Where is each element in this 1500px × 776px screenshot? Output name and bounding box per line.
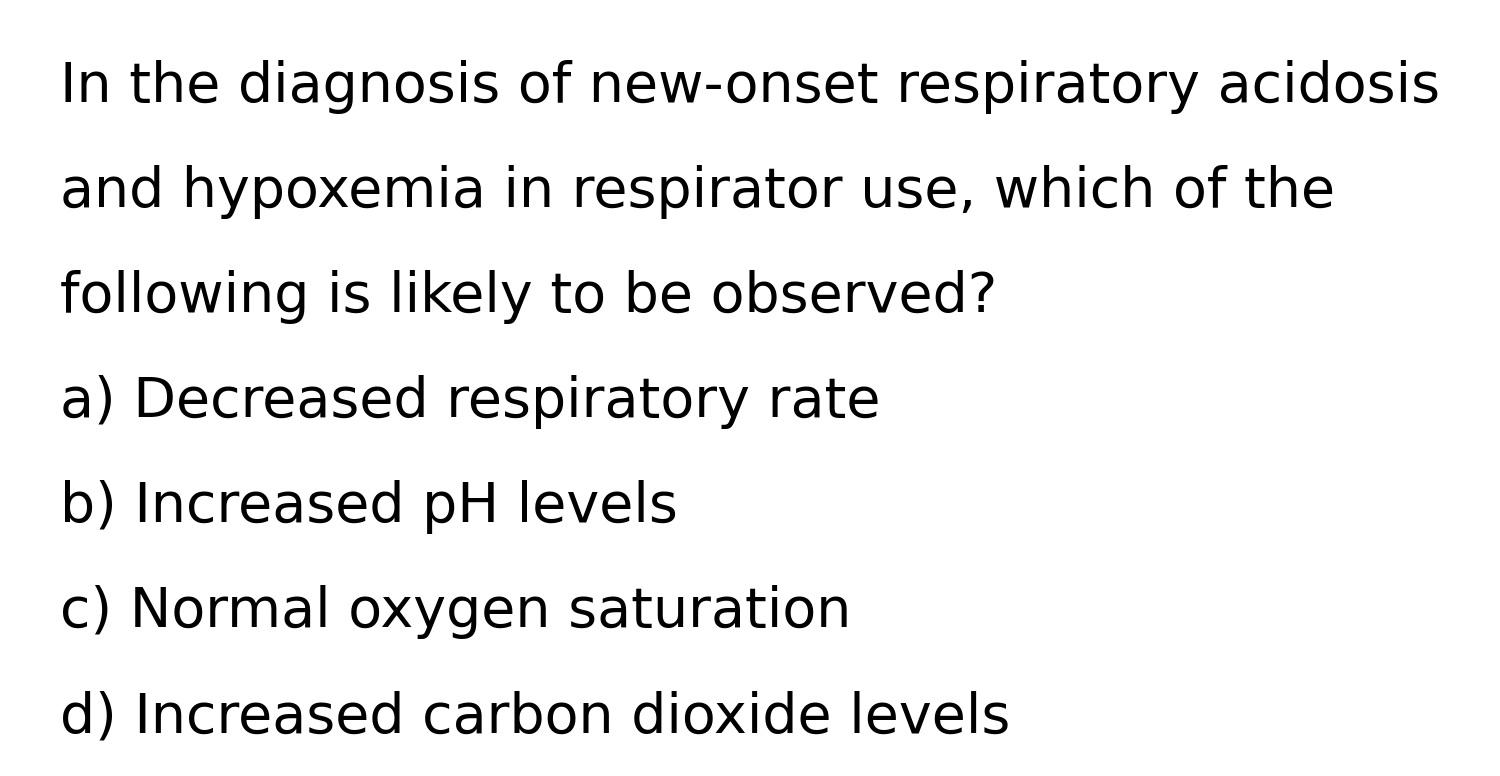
Text: following is likely to be observed?: following is likely to be observed? — [60, 270, 998, 324]
Text: In the diagnosis of new-onset respiratory acidosis: In the diagnosis of new-onset respirator… — [60, 60, 1440, 114]
Text: c) Normal oxygen saturation: c) Normal oxygen saturation — [60, 585, 852, 639]
Text: a) Decreased respiratory rate: a) Decreased respiratory rate — [60, 375, 880, 429]
Text: d) Increased carbon dioxide levels: d) Increased carbon dioxide levels — [60, 690, 1011, 744]
Text: b) Increased pH levels: b) Increased pH levels — [60, 480, 678, 534]
Text: and hypoxemia in respirator use, which of the: and hypoxemia in respirator use, which o… — [60, 165, 1335, 219]
